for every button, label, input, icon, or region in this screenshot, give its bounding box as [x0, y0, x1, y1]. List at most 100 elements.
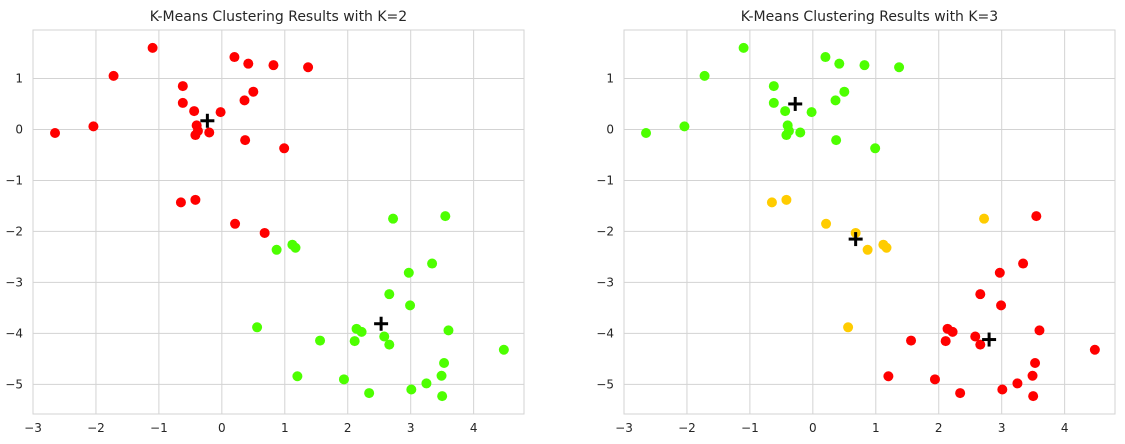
cluster-point — [384, 289, 395, 300]
cluster-point — [859, 60, 870, 71]
cluster-point — [338, 374, 349, 385]
x-tick-label: −3 — [615, 421, 633, 435]
y-tick-label: −4 — [596, 326, 614, 340]
cluster-point — [955, 388, 966, 399]
cluster-point — [421, 378, 432, 389]
cluster-point — [1028, 391, 1039, 402]
chart-title: K-Means Clustering Results with K=3 — [741, 9, 998, 25]
chart-panel-2: −3 −2 −1 0 1 2 3 4 1 0 −1 −2 −3 −4 −5 K-Means Clusterin… — [596, 9, 1116, 435]
cluster-point — [108, 70, 119, 81]
y-tick-label: −3 — [596, 275, 614, 289]
cluster-point — [795, 127, 806, 138]
cluster-point — [830, 95, 841, 106]
cluster-point — [388, 213, 399, 224]
centroid-marker — [200, 113, 215, 128]
x-tick-label: 4 — [470, 421, 478, 435]
y-tick-label: −2 — [596, 224, 614, 238]
cluster-point — [1027, 370, 1038, 381]
cluster-point — [806, 107, 817, 118]
x-tick-label: 1 — [872, 421, 880, 435]
cluster-point — [1030, 358, 1041, 369]
cluster-point — [204, 127, 215, 138]
centroid-marker — [374, 316, 389, 331]
y-tick-label: −2 — [5, 224, 23, 238]
cluster-point — [405, 300, 416, 311]
cluster-point — [768, 97, 779, 108]
cluster-point — [947, 326, 958, 337]
cluster-point — [240, 135, 251, 146]
cluster-point — [292, 371, 303, 382]
cluster-point — [239, 95, 250, 106]
cluster-point — [259, 227, 270, 238]
x-tick-label: 4 — [1061, 421, 1069, 435]
cluster-point — [189, 106, 200, 117]
cluster-point — [862, 244, 873, 255]
cluster-point — [994, 267, 1005, 278]
cluster-point — [834, 58, 845, 69]
cluster-point — [906, 335, 917, 346]
cluster-point — [1018, 258, 1029, 269]
x-tick-label: −1 — [741, 421, 759, 435]
cluster-point — [894, 62, 905, 73]
cluster-point — [175, 197, 186, 208]
cluster-point — [406, 384, 417, 395]
x-tick-label: −1 — [150, 421, 168, 435]
cluster-point — [870, 143, 881, 154]
centroid-marker — [982, 332, 997, 347]
cluster-point — [190, 194, 201, 205]
cluster-point — [820, 52, 831, 63]
cluster-point — [997, 384, 1008, 395]
cluster-point — [1089, 344, 1100, 355]
cluster-point — [975, 339, 986, 350]
cluster-point — [427, 258, 438, 269]
cluster-point — [147, 42, 158, 53]
cluster-point — [315, 335, 326, 346]
cluster-point — [881, 242, 892, 253]
cluster-point — [781, 130, 792, 141]
y-tick-label: 1 — [15, 71, 23, 85]
y-tick-label: −4 — [5, 326, 23, 340]
cluster-point — [177, 97, 188, 108]
cluster-point — [766, 197, 777, 208]
plot-area — [32, 29, 525, 415]
cluster-point — [843, 322, 854, 333]
x-tick-label: −2 — [87, 421, 105, 435]
cluster-point — [679, 121, 690, 132]
cluster-point — [88, 121, 99, 132]
cluster-point — [279, 143, 290, 154]
chart-title: K-Means Clustering Results with K=2 — [150, 9, 407, 25]
y-tick-label: 0 — [606, 122, 614, 136]
cluster-point — [996, 300, 1007, 311]
cluster-point — [177, 81, 188, 92]
y-tick-label: −5 — [596, 377, 614, 391]
centroid-marker — [788, 96, 803, 111]
cluster-point — [403, 267, 414, 278]
chart-panel-1: −3 −2 −1 0 1 2 3 4 1 0 −1 −2 −3 −4 −5 K-Means Clusterin… — [5, 9, 525, 435]
cluster-point — [780, 106, 791, 117]
cluster-point — [1012, 378, 1023, 389]
plot-area — [623, 29, 1116, 415]
cluster-point — [498, 344, 509, 355]
cluster-point — [303, 62, 314, 73]
cluster-point — [929, 374, 940, 385]
y-tick-label: −5 — [5, 377, 23, 391]
cluster-point — [970, 331, 981, 342]
y-tick-label: −1 — [596, 173, 614, 187]
cluster-point — [940, 336, 951, 347]
x-tick-label: 3 — [407, 421, 415, 435]
cluster-point — [699, 70, 710, 81]
cluster-point — [439, 358, 450, 369]
x-tick-label: −3 — [24, 421, 42, 435]
cluster-point — [364, 388, 375, 399]
x-tick-label: −2 — [678, 421, 696, 435]
cluster-point — [384, 339, 395, 350]
cluster-point — [252, 322, 263, 333]
cluster-point — [979, 213, 990, 224]
y-tick-label: 0 — [15, 122, 23, 136]
cluster-point — [443, 325, 454, 336]
cluster-point — [831, 135, 842, 146]
x-tick-label: 0 — [809, 421, 817, 435]
cluster-point — [437, 391, 448, 402]
cluster-point — [440, 211, 451, 222]
